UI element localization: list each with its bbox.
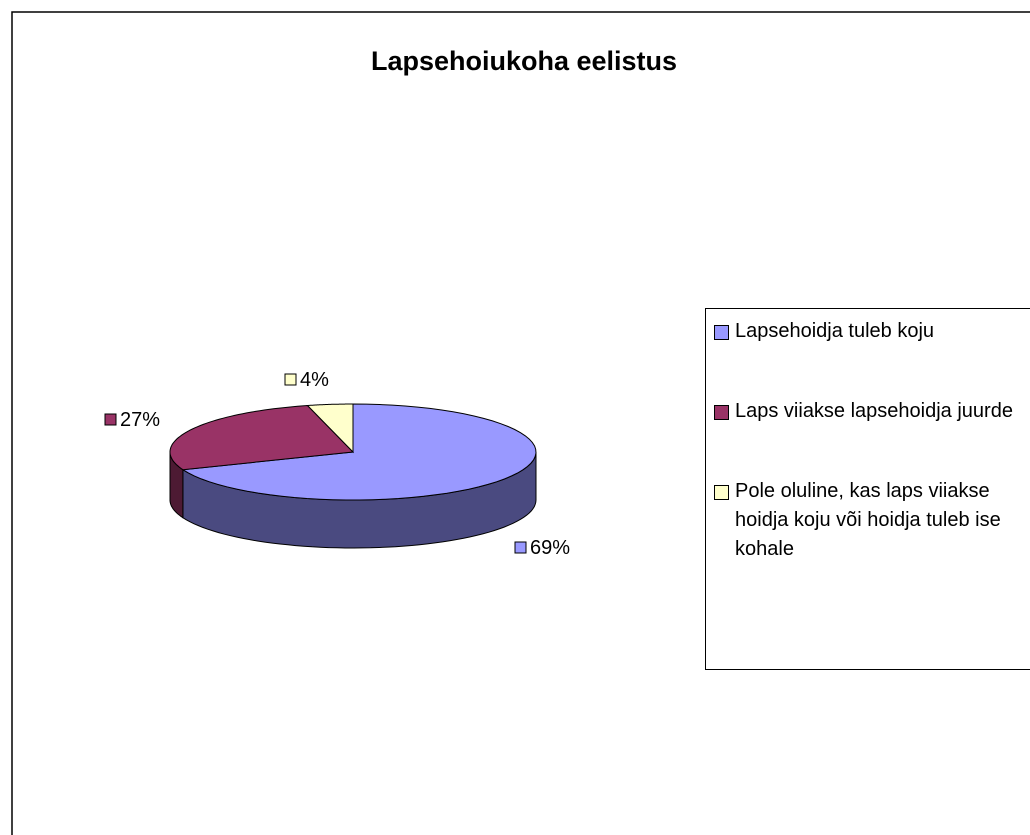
legend-label: Pole oluline, kas laps viiakse hoidja ko…	[735, 480, 1001, 560]
legend-swatch	[714, 405, 729, 420]
legend-label: Lapsehoidja tuleb koju	[735, 320, 935, 342]
legend-swatch	[714, 485, 729, 500]
chart-frame	[11, 11, 1030, 835]
data-label: 27%	[120, 409, 160, 431]
legend: Lapsehoidja tuleb koju Laps viiakse lapse…	[705, 308, 1030, 670]
legend-item: Laps viiakse lapsehoidja juurde	[714, 397, 1024, 426]
label-swatch	[284, 373, 297, 386]
data-label: 69%	[530, 537, 570, 559]
legend-item: Pole oluline, kas laps viiakse hoidja ko…	[714, 477, 1024, 564]
slice	[306, 403, 354, 454]
legend-item: Lapsehoidja tuleb koju	[714, 317, 1024, 346]
legend-label: Laps viiakse lapsehoidja juurde	[735, 400, 1013, 422]
label-swatch	[104, 413, 117, 426]
data-label: 4%	[300, 369, 329, 391]
pie	[169, 403, 537, 549]
slice	[169, 404, 355, 471]
slice	[181, 403, 537, 501]
label-swatch	[514, 541, 527, 554]
legend-swatch	[714, 325, 729, 340]
chart-title: Lapsehoiukoha eelistus	[371, 46, 677, 76]
